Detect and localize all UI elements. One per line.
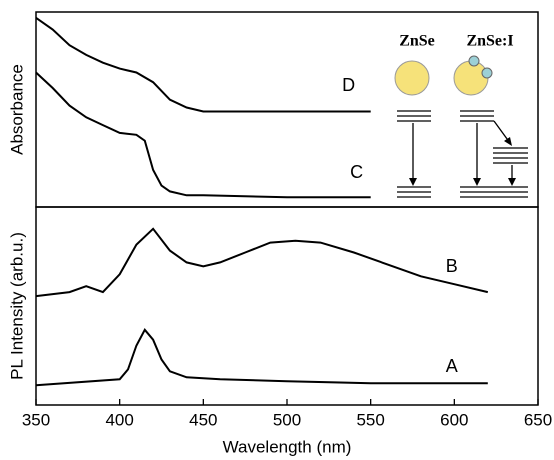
line [35,227,489,298]
x-axis-label: Wavelength (nm) [223,437,352,456]
inset-label: ZnSe [399,33,435,50]
particle [453,60,489,96]
dopant [481,67,493,79]
line [35,71,371,199]
bottom-frame [35,206,539,406]
x-tick-label: 500 [273,410,301,429]
y-axis-label: Absorbance [7,64,26,155]
particle [394,60,430,96]
inset-diagram: ZnSe ZnSe:I [394,33,528,198]
line [35,16,371,113]
series-label: C [350,162,363,182]
x-tick-label: 400 [105,410,133,429]
series-label: D [342,75,355,95]
x-tick-label: 650 [524,410,552,429]
line [35,328,488,387]
x-tick-label: 350 [22,410,50,429]
x-tick-label: 450 [189,410,217,429]
series-label: B [446,256,458,276]
x-tick-label: 600 [440,410,468,429]
top-frame [35,11,539,208]
dopant [468,55,480,67]
x-tick-label: 550 [356,410,384,429]
series-label: A [446,356,458,376]
y-axis-label: PL Intensity (arb.u.) [7,232,26,380]
inset-label: ZnSe:I [466,33,513,50]
